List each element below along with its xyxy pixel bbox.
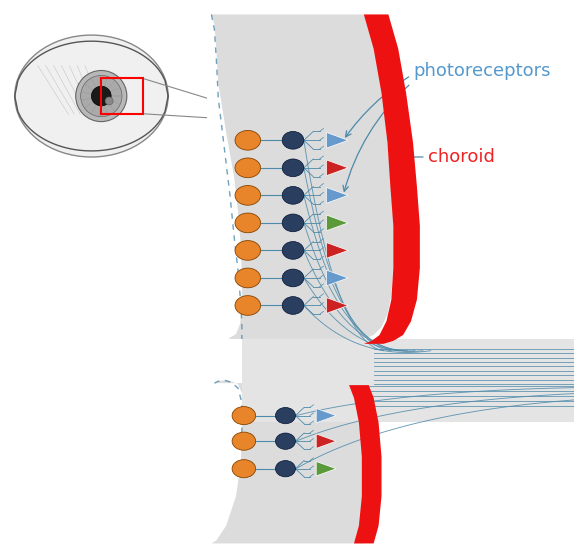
Ellipse shape [235, 296, 260, 315]
Text: photoreceptors: photoreceptors [413, 63, 551, 80]
Ellipse shape [276, 408, 296, 424]
Ellipse shape [282, 214, 304, 232]
Polygon shape [211, 14, 393, 339]
Ellipse shape [232, 406, 256, 425]
Ellipse shape [282, 241, 304, 259]
Ellipse shape [282, 296, 304, 315]
Ellipse shape [282, 269, 304, 287]
Ellipse shape [232, 460, 256, 478]
Ellipse shape [235, 240, 260, 260]
Ellipse shape [235, 130, 260, 150]
Polygon shape [316, 461, 336, 476]
Polygon shape [326, 298, 348, 313]
Ellipse shape [105, 97, 113, 105]
Polygon shape [316, 434, 336, 448]
Ellipse shape [282, 131, 304, 149]
Bar [242, 383, 576, 422]
Ellipse shape [76, 70, 127, 122]
Polygon shape [326, 133, 348, 148]
Polygon shape [326, 188, 348, 203]
Bar [101, 78, 142, 114]
Polygon shape [349, 385, 381, 543]
Ellipse shape [282, 186, 304, 204]
Bar [242, 339, 576, 383]
Polygon shape [326, 270, 348, 286]
Ellipse shape [92, 86, 111, 106]
Ellipse shape [235, 158, 260, 178]
Ellipse shape [15, 35, 168, 157]
Polygon shape [326, 160, 348, 175]
Ellipse shape [232, 432, 256, 450]
Ellipse shape [235, 185, 260, 205]
Polygon shape [326, 215, 348, 231]
Ellipse shape [276, 433, 296, 449]
Polygon shape [326, 243, 348, 258]
Ellipse shape [81, 75, 122, 117]
Text: choroid: choroid [427, 148, 495, 166]
Ellipse shape [235, 268, 260, 288]
Ellipse shape [235, 213, 260, 233]
Polygon shape [316, 408, 336, 423]
Ellipse shape [282, 159, 304, 177]
Polygon shape [364, 14, 420, 344]
Polygon shape [211, 380, 374, 543]
Ellipse shape [276, 460, 296, 477]
